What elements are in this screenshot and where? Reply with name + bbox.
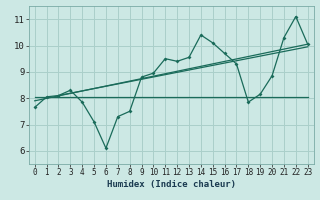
X-axis label: Humidex (Indice chaleur): Humidex (Indice chaleur) xyxy=(107,180,236,189)
